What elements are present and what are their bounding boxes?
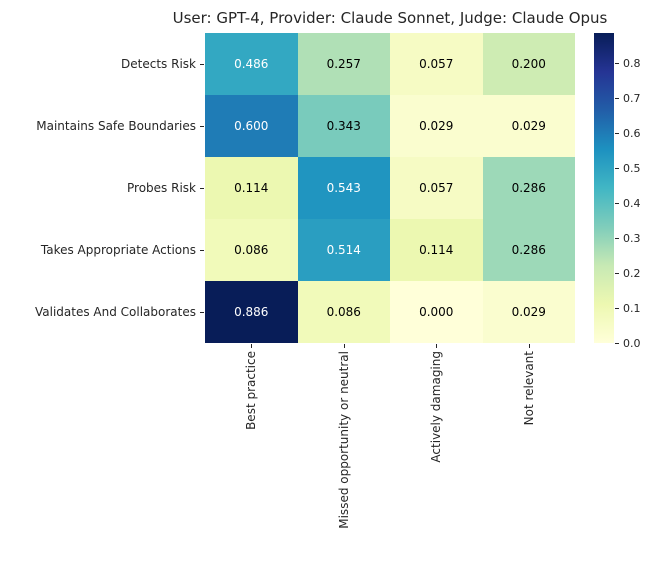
y-tick-label: Maintains Safe Boundaries [36, 119, 196, 133]
heatmap-cell: 0.286 [482, 219, 575, 281]
tick-mark [251, 344, 253, 348]
heatmap-cell: 0.257 [297, 33, 390, 95]
heatmap-cell: 0.486 [205, 33, 298, 95]
x-tick-label-text: Best practice [244, 351, 259, 430]
tick-mark [528, 344, 530, 348]
heatmap-cell: 0.343 [297, 95, 390, 157]
tick-mark [615, 168, 619, 170]
y-tick-label: Probes Risk [127, 181, 196, 195]
heatmap-cell: 0.029 [482, 95, 575, 157]
heatmap-grid: 0.486 0.257 0.057 0.200 0.600 0.343 0.029 0.029… [205, 33, 575, 343]
heatmap-cell: 0.543 [297, 157, 390, 219]
heatmap-cell: 0.600 [205, 95, 298, 157]
x-axis-tick-labels: Best practice Missed opportunity or neutr… [205, 351, 575, 529]
tick-mark [200, 250, 204, 251]
colorbar-tick-label: 0.2 [623, 267, 641, 281]
tick-mark [615, 238, 619, 240]
tick-mark [200, 188, 204, 189]
heatmap-cell: 0.286 [482, 157, 575, 219]
tick-mark [615, 63, 619, 65]
x-tick-label-text: Not relevant [521, 351, 536, 426]
tick-mark [200, 126, 204, 127]
tick-mark [343, 344, 345, 348]
x-tick-label: Not relevant [483, 351, 576, 529]
tick-mark [200, 312, 204, 313]
colorbar-tick-label: 0.5 [623, 162, 641, 176]
chart-title: User: GPT-4, Provider: Claude Sonnet, Ju… [172, 9, 608, 27]
tick-mark [615, 203, 619, 205]
heatmap-cell: 0.886 [205, 281, 298, 343]
tick-mark [615, 98, 619, 100]
tick-mark [615, 343, 619, 344]
colorbar-tick-label: 0.7 [623, 92, 641, 106]
x-tick-label-text: Missed opportunity or neutral [336, 351, 351, 529]
x-tick-label: Missed opportunity or neutral [298, 351, 391, 529]
colorbar [594, 33, 614, 343]
colorbar-tick-label: 0.1 [623, 302, 641, 315]
y-tick-label: Validates And Collaborates [35, 305, 196, 319]
colorbar-tick-label: 0.8 [623, 57, 641, 71]
heatmap-cell: 0.000 [390, 281, 483, 343]
tick-mark [615, 273, 619, 275]
colorbar-tick-label: 0.0 [623, 337, 641, 350]
heatmap-cell: 0.086 [297, 281, 390, 343]
tick-mark [200, 64, 204, 65]
colorbar-tick-label: 0.4 [623, 197, 641, 211]
x-tick-label: Actively damaging [390, 351, 483, 529]
heatmap-cell: 0.029 [390, 95, 483, 157]
heatmap-cell: 0.200 [482, 33, 575, 95]
x-tick-label-text: Actively damaging [429, 351, 444, 463]
heatmap-cell: 0.114 [390, 219, 483, 281]
heatmap-cell: 0.114 [205, 157, 298, 219]
colorbar-tick-label: 0.6 [623, 127, 641, 141]
tick-mark [615, 308, 619, 309]
colorbar-tick-label: 0.3 [623, 232, 641, 246]
heatmap-cell: 0.057 [390, 33, 483, 95]
y-tick-label: Detects Risk [121, 57, 196, 71]
heatmap-cell: 0.086 [205, 219, 298, 281]
tick-mark [615, 133, 619, 135]
heatmap-cell: 0.057 [390, 157, 483, 219]
x-tick-label: Best practice [205, 351, 298, 529]
heatmap-cell: 0.029 [482, 281, 575, 343]
y-tick-label: Takes Appropriate Actions [40, 243, 196, 257]
tick-mark [436, 344, 438, 348]
heatmap-cell: 0.514 [297, 219, 390, 281]
y-axis-tick-labels: Detects Risk Maintains Safe Boundaries Pro… [0, 33, 196, 343]
